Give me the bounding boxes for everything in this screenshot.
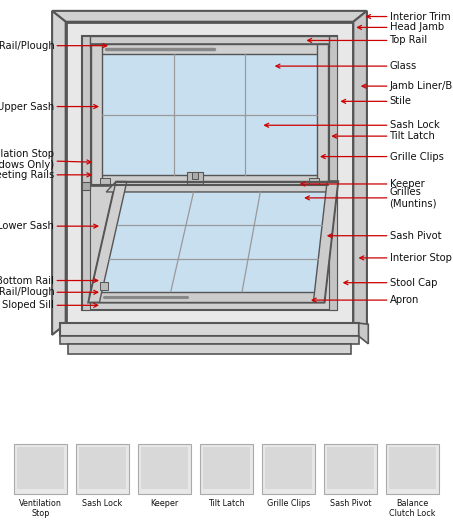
Bar	[317, 44, 328, 185]
Bar	[141, 447, 188, 488]
Polygon shape	[52, 11, 66, 335]
Text: Tilt Latch: Tilt Latch	[208, 499, 245, 508]
Text: Sash Pivot: Sash Pivot	[330, 499, 371, 508]
Text: Grille Clips: Grille Clips	[267, 499, 310, 508]
Bar	[91, 44, 328, 185]
Text: Sash Lock: Sash Lock	[82, 499, 123, 508]
Bar	[187, 172, 203, 184]
Text: Interior Stop: Interior Stop	[360, 253, 452, 263]
Text: Apron: Apron	[312, 295, 419, 305]
Text: Interior Trim: Interior Trim	[366, 12, 450, 21]
Bar	[79, 447, 126, 488]
Bar	[68, 344, 351, 354]
Text: Stile: Stile	[342, 96, 412, 106]
Polygon shape	[313, 181, 338, 302]
Text: Sloped Sill: Sloped Sill	[2, 300, 98, 310]
Bar	[17, 447, 64, 488]
Text: Grilles
(Muntins): Grilles (Muntins)	[305, 187, 437, 209]
FancyBboxPatch shape	[324, 443, 377, 494]
Polygon shape	[88, 181, 338, 302]
Bar	[309, 178, 319, 184]
Text: Sash Lock: Sash Lock	[265, 120, 439, 130]
Bar	[329, 36, 337, 310]
Text: Lift Rail/Plough: Lift Rail/Plough	[0, 41, 107, 51]
Polygon shape	[88, 181, 127, 302]
Text: Jamb Liner/Balance: Jamb Liner/Balance	[362, 81, 453, 91]
Polygon shape	[359, 323, 368, 344]
Bar	[60, 323, 359, 336]
Polygon shape	[106, 181, 338, 192]
FancyBboxPatch shape	[14, 443, 67, 494]
Bar	[82, 36, 90, 310]
Bar	[100, 282, 108, 290]
Text: Bottom Rail: Bottom Rail	[0, 276, 98, 286]
Bar	[91, 175, 328, 185]
FancyBboxPatch shape	[138, 443, 191, 494]
Text: Head Jamb: Head Jamb	[357, 23, 443, 32]
Text: Glass: Glass	[276, 61, 417, 71]
Text: Meeting Rails: Meeting Rails	[0, 170, 91, 180]
Text: Sash Pivot: Sash Pivot	[328, 231, 441, 241]
Text: Top Rail: Top Rail	[308, 36, 428, 46]
Bar	[66, 22, 353, 324]
Text: Upper Sash: Upper Sash	[0, 102, 98, 112]
Text: Lift Rail/Plough: Lift Rail/Plough	[0, 287, 98, 297]
Text: Lower Sash: Lower Sash	[0, 221, 98, 231]
Text: Ventilation
Stop: Ventilation Stop	[19, 499, 62, 518]
Bar	[91, 44, 328, 54]
Text: Balance
Clutch Lock: Balance Clutch Lock	[390, 499, 436, 518]
Bar	[90, 36, 329, 48]
Bar	[82, 36, 337, 310]
Text: Ventilation Stop
(Vinyl Windows Only): Ventilation Stop (Vinyl Windows Only)	[0, 149, 91, 170]
Bar	[327, 447, 374, 488]
Bar	[192, 172, 198, 179]
Polygon shape	[52, 11, 367, 22]
Bar	[82, 182, 90, 190]
Text: Keeper: Keeper	[150, 499, 178, 508]
Text: Stool Cap: Stool Cap	[344, 278, 437, 288]
FancyBboxPatch shape	[200, 443, 253, 494]
FancyBboxPatch shape	[386, 443, 439, 494]
FancyBboxPatch shape	[76, 443, 129, 494]
Bar	[60, 336, 359, 344]
Text: Keeper: Keeper	[301, 179, 424, 189]
Polygon shape	[88, 292, 324, 302]
Polygon shape	[353, 11, 367, 335]
Text: Grille Clips: Grille Clips	[321, 151, 443, 161]
FancyBboxPatch shape	[262, 443, 315, 494]
Bar	[265, 447, 312, 488]
Bar	[100, 178, 110, 184]
Bar	[203, 447, 250, 488]
Text: Tilt Latch: Tilt Latch	[333, 131, 435, 141]
Bar	[91, 44, 102, 185]
Bar	[389, 447, 436, 488]
